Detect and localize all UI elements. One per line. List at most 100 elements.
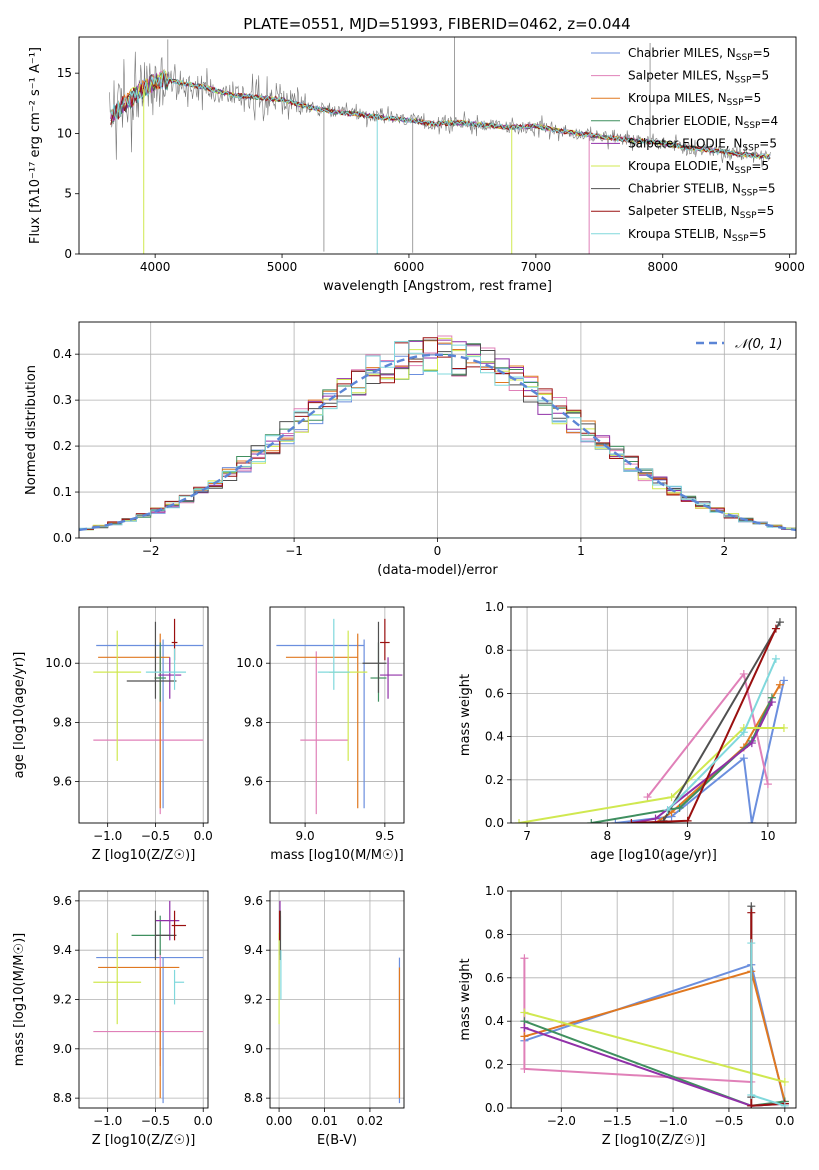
weight-marker-8	[739, 728, 748, 737]
y-tick-label: 0.8	[485, 643, 504, 657]
x-tick-label: −0.5	[141, 1114, 170, 1128]
weight-marker-5	[515, 819, 524, 823]
x-tick-label: 0.02	[357, 1114, 384, 1128]
panel-mass-vs-Z: −1.0 −0.5 0.0 8.8 9.0 9.2 9.4 9.6 Z [log10(Z/Z☉)…	[12, 890, 213, 1148]
weight-marker-2	[520, 1032, 529, 1041]
x-tick-label: 1	[577, 544, 585, 558]
weight-marker-4	[520, 1023, 529, 1032]
x-tick-label: 2	[720, 544, 728, 558]
y-tick-label: 9.0	[244, 1042, 263, 1056]
x-axis-label: Z [log10(Z/Z☉)]	[92, 1133, 196, 1148]
weight-marker-0	[779, 676, 788, 685]
y-tick-label: 0.2	[485, 1058, 504, 1072]
y-tick-label: 0.6	[485, 971, 504, 985]
y-axis-label: mass [log10(M/M☉)]	[12, 933, 27, 1066]
weight-marker-0	[739, 754, 748, 763]
weight-marker-0	[747, 819, 756, 823]
legend-entry-5: Kroupa ELODIE, NSSP=5	[628, 159, 769, 176]
x-tick-label: 10	[760, 829, 775, 843]
x-tick-label: 0.0	[194, 1114, 213, 1128]
axes-frame	[78, 606, 209, 824]
legend-entry-7: Salpeter STELIB, NSSP=5	[628, 204, 774, 221]
x-tick-label: −1	[285, 544, 303, 558]
weight-series-5	[518, 727, 784, 823]
y-axis-label: age [log10(age/yr)]	[12, 652, 27, 779]
histogram-series-7	[79, 337, 796, 530]
weight-marker-4	[747, 739, 756, 748]
x-tick-label: −2.0	[547, 1114, 576, 1128]
weight-marker-6	[775, 618, 784, 627]
y-tick-label: 9.4	[53, 943, 72, 957]
legend-entry-8: Kroupa STELIB, NSSP=5	[628, 227, 766, 244]
y-tick-label: 0.0	[485, 816, 504, 830]
plot-area-age-vs-Z	[93, 618, 204, 815]
x-tick-label: 9.0	[296, 829, 315, 843]
y-tick-label: 9.2	[244, 993, 263, 1007]
x-tick-label: 0	[434, 544, 442, 558]
y-tick-label: 9.6	[53, 894, 72, 908]
x-axis-label: (data-model)/error	[377, 563, 498, 578]
plot-area-mass-weight-vs-age	[515, 618, 788, 823]
y-tick-label: 8.8	[53, 1091, 72, 1105]
weight-series-6	[662, 621, 781, 822]
normal-curve	[79, 353, 796, 532]
y-tick-label: 9.8	[244, 715, 263, 729]
x-tick-label: −1.0	[93, 1114, 122, 1128]
weight-marker-1	[520, 1064, 529, 1073]
y-axis-label: mass weight	[458, 674, 473, 756]
weight-series-4	[524, 1026, 785, 1107]
axes-frame	[78, 321, 797, 539]
weight-marker-0	[611, 819, 620, 823]
weight-marker-1	[739, 669, 748, 678]
y-tick-label: 0.4	[485, 1014, 504, 1028]
y-tick-label: 0.6	[485, 686, 504, 700]
x-tick-label: 7000	[521, 260, 552, 274]
grid-mass-vs-ebv	[270, 891, 404, 1108]
panel-age-vs-mass: 9.0 9.5 9.6 9.8 10.0 mass [log10(M/M☉)]	[236, 606, 405, 863]
y-tick-label: 0.2	[53, 439, 72, 453]
histogram-series-8	[79, 341, 796, 530]
x-tick-label: −0.5	[141, 829, 170, 843]
x-tick-label: −1.0	[658, 1114, 687, 1128]
x-axis-label: mass [log10(M/M☉)]	[270, 848, 403, 863]
x-tick-label: 0.0	[775, 1114, 794, 1128]
y-tick-label: 9.0	[53, 1042, 72, 1056]
y-axis-label: Flux [fλ10⁻¹⁷ erg cm⁻² s⁻¹ A⁻¹]	[28, 47, 43, 244]
plot-area-mass-weight-vs-Z	[520, 902, 789, 1108]
y-tick-label: 5	[64, 187, 72, 201]
legend-entry-6: Chabrier STELIB, NSSP=5	[628, 182, 776, 199]
y-tick-label: 10	[57, 126, 72, 140]
weight-marker-5	[779, 723, 788, 732]
grid-mass-vs-Z	[79, 891, 208, 1108]
axes-frame	[510, 606, 797, 824]
plot-area-age-vs-mass	[276, 618, 403, 815]
y-tick-label: 9.6	[244, 894, 263, 908]
y-tick-label: 10.0	[45, 656, 72, 670]
weight-marker-5	[780, 1077, 789, 1086]
y-tick-label: 0.3	[53, 393, 72, 407]
weight-marker-7	[771, 624, 780, 633]
y-tick-label: 9.4	[244, 943, 263, 957]
weight-series-4	[631, 701, 773, 823]
x-tick-label: 0.01	[311, 1114, 338, 1128]
model-spectrum-8	[110, 68, 771, 159]
panel-spectrum: 4000 5000 6000 7000 8000 9000 0 5 10 15 wavelength…	[28, 36, 805, 294]
weight-marker-7	[747, 908, 756, 917]
weight-marker-8	[771, 654, 780, 663]
plot-area-spectrum	[109, 37, 771, 254]
axes-frame	[78, 890, 209, 1109]
y-tick-label: 15	[57, 66, 72, 80]
panel-mass-weight-vs-age: 7 8 9 10 0.0 0.2 0.4 0.6 0.8 1.0 age [log10(age/yr…	[458, 600, 797, 863]
legend-entry-2: Kroupa MILES, NSSP=5	[628, 91, 761, 108]
weight-marker-3	[675, 803, 684, 812]
x-tick-label: 9	[684, 829, 692, 843]
y-tick-label: 9.2	[53, 993, 72, 1007]
weight-marker-8	[780, 1101, 789, 1108]
weight-marker-4	[767, 698, 776, 707]
weight-marker-8	[747, 1090, 756, 1099]
y-tick-label: 0.0	[53, 531, 72, 545]
plot-area-residual-histogram	[79, 335, 796, 532]
weight-marker-2	[775, 680, 784, 689]
x-axis-label: age [log10(age/yr)]	[590, 848, 717, 863]
